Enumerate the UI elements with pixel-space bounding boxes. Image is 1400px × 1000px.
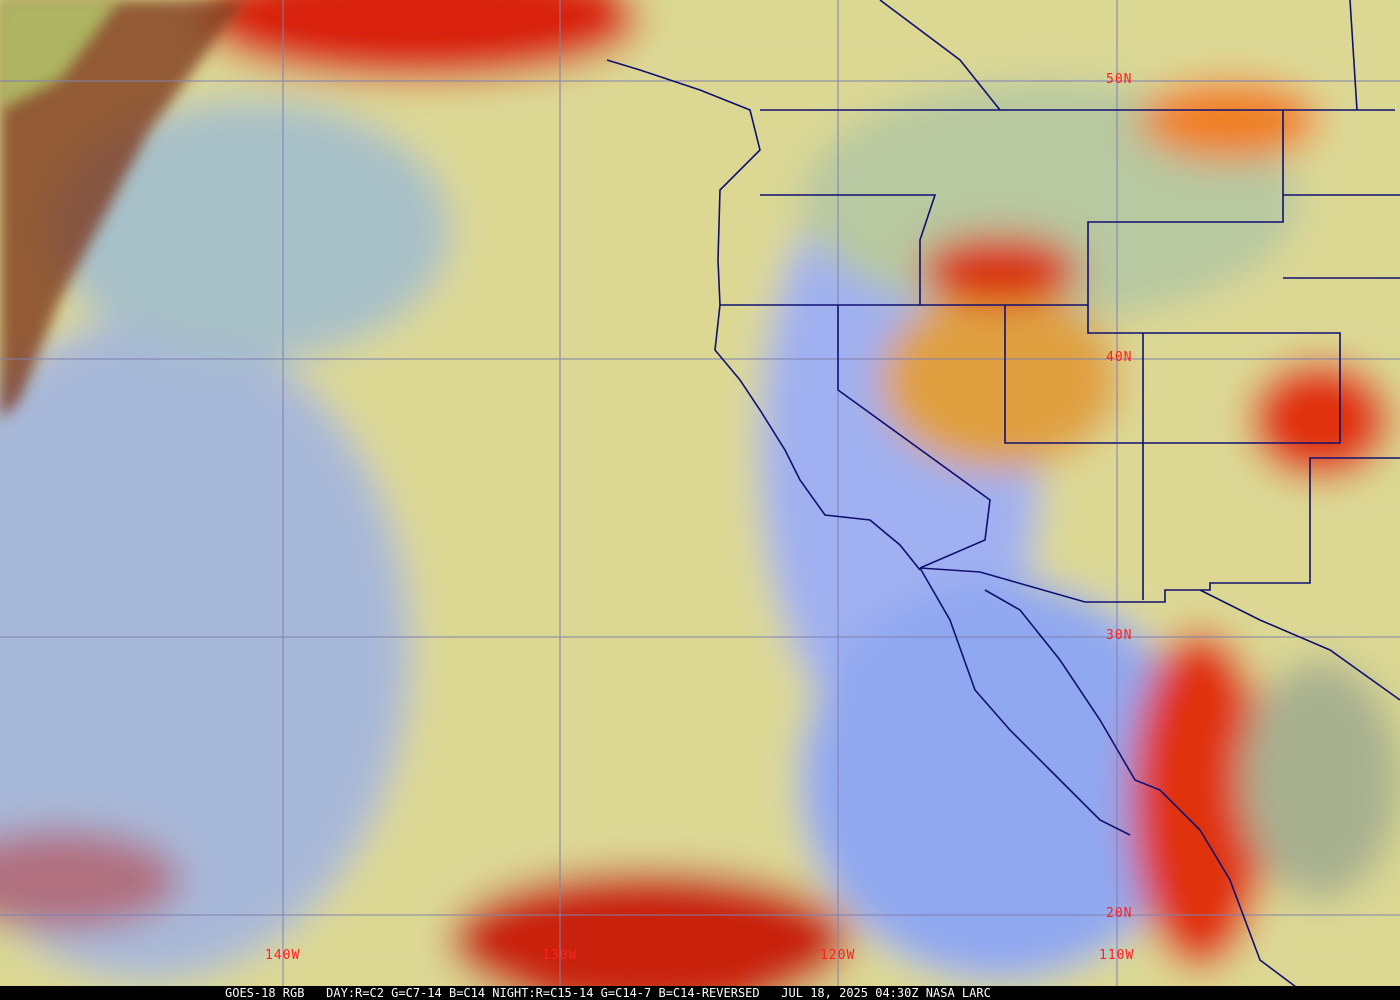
image-caption: GOES-18 RGB DAY:R=C2 G=C7-14 B=C14 NIGHT… [0,986,1400,1000]
night-region [0,0,245,420]
lat-label-50n: 50N [1106,72,1133,87]
lat-label-40n: 40N [1106,350,1133,365]
lon-label-110w: 110W [1099,948,1135,963]
lon-label-140w: 140W [265,948,301,963]
lon-label-120w: 120W [820,948,856,963]
lon-label-130w: 130W [542,948,578,963]
lat-label-30n: 30N [1106,628,1133,643]
coastlines-and-borders [606,0,1400,991]
lat-label-20n: 20N [1106,906,1133,921]
